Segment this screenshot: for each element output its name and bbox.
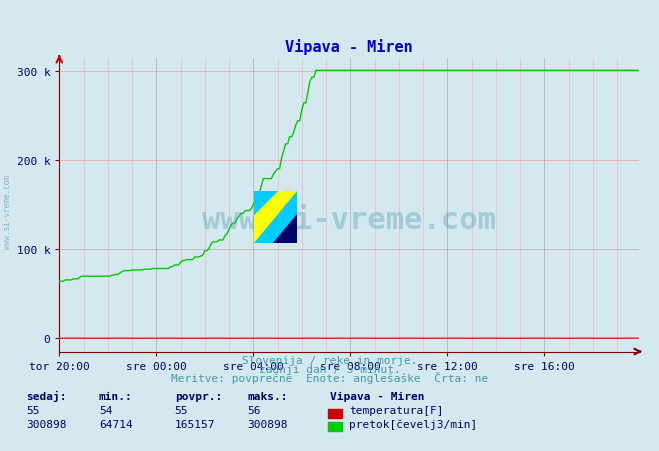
Text: 56: 56	[247, 405, 260, 415]
Text: Slovenija / reke in morje.: Slovenija / reke in morje.	[242, 355, 417, 365]
Text: povpr.:: povpr.:	[175, 391, 222, 401]
Text: zadnji dan / 5 minut.: zadnji dan / 5 minut.	[258, 364, 401, 374]
Title: Vipava - Miren: Vipava - Miren	[285, 39, 413, 55]
Text: min.:: min.:	[99, 391, 132, 401]
Text: www.si-vreme.com: www.si-vreme.com	[3, 175, 13, 249]
Text: Vipava - Miren: Vipava - Miren	[330, 391, 424, 401]
Text: sedaj:: sedaj:	[26, 390, 67, 401]
Text: maks.:: maks.:	[247, 391, 287, 401]
Text: pretok[čevelj3/min]: pretok[čevelj3/min]	[349, 419, 478, 429]
Text: 165157: 165157	[175, 419, 215, 429]
Text: Meritve: povprečne  Enote: anglešaške  Črta: ne: Meritve: povprečne Enote: anglešaške Črt…	[171, 371, 488, 383]
Polygon shape	[254, 192, 277, 215]
Polygon shape	[273, 215, 297, 244]
Polygon shape	[254, 192, 297, 244]
Text: 54: 54	[99, 405, 112, 415]
Text: 300898: 300898	[247, 419, 287, 429]
Polygon shape	[254, 192, 297, 244]
Text: 55: 55	[26, 405, 40, 415]
Text: 55: 55	[175, 405, 188, 415]
Text: temperatura[F]: temperatura[F]	[349, 405, 444, 415]
Text: 300898: 300898	[26, 419, 67, 429]
Text: 64714: 64714	[99, 419, 132, 429]
Text: www.si-vreme.com: www.si-vreme.com	[202, 205, 496, 235]
